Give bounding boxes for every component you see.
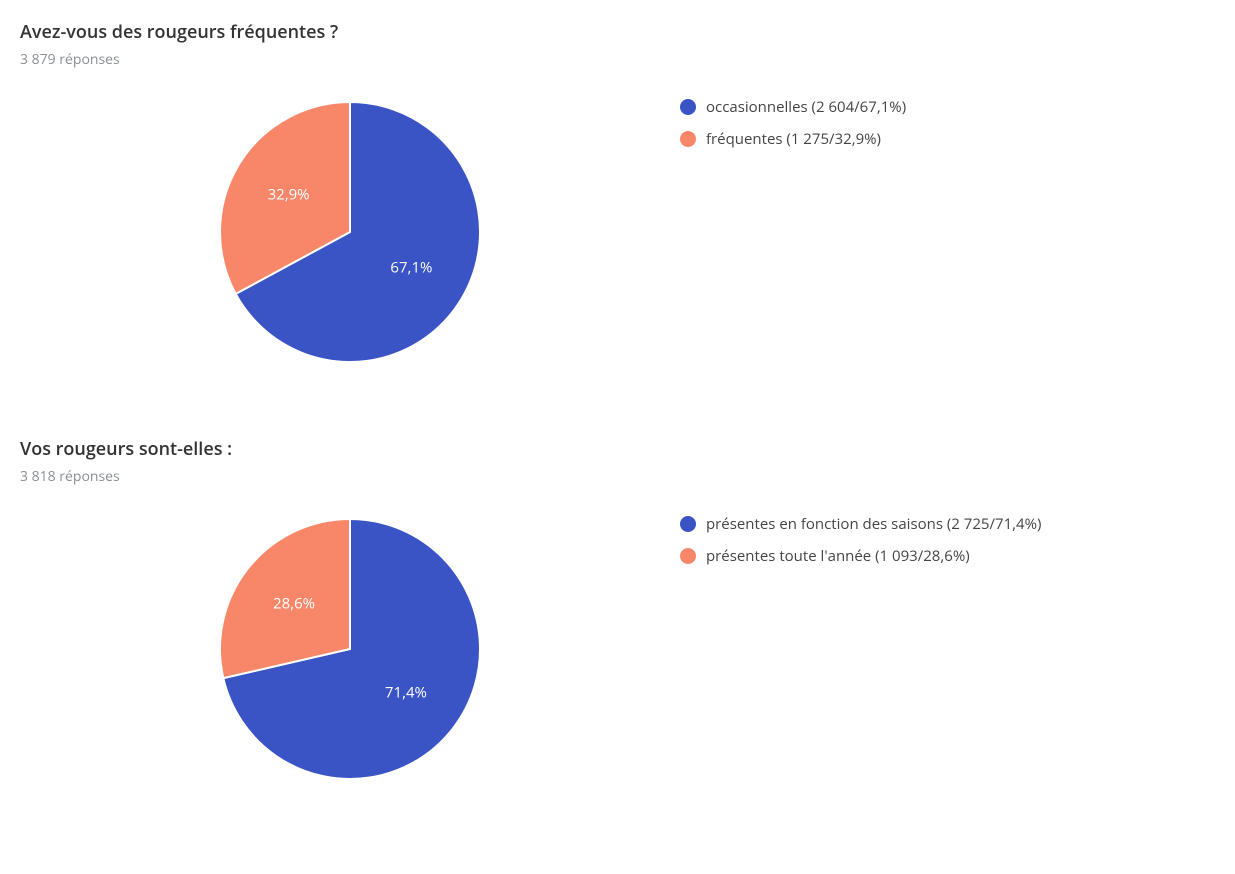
- legend-swatch: [680, 99, 696, 115]
- pie-slice-label: 32,9%: [268, 184, 310, 204]
- legend-swatch: [680, 131, 696, 147]
- chart-row: 71,4% 28,6% présentes en fonction des sais…: [20, 504, 1215, 794]
- legend-label: présentes en fonction des saisons (2 725…: [706, 514, 1041, 534]
- pie-slice-label: 28,6%: [273, 593, 315, 613]
- legend-label: fréquentes (1 275/32,9%): [706, 129, 881, 149]
- question-title: Avez-vous des rougeurs fréquentes ?: [20, 20, 1215, 44]
- response-count: 3 879 réponses: [20, 50, 1215, 69]
- legend: présentes en fonction des saisons (2 725…: [680, 504, 1041, 578]
- legend-item: présentes en fonction des saisons (2 725…: [680, 514, 1041, 534]
- question-block: Vos rougeurs sont-elles : 3 818 réponses 7…: [20, 437, 1215, 794]
- pie-chart: 71,4% 28,6%: [20, 504, 680, 794]
- legend-label: occasionnelles (2 604/67,1%): [706, 97, 906, 117]
- legend-swatch: [680, 548, 696, 564]
- legend-item: occasionnelles (2 604/67,1%): [680, 97, 906, 117]
- chart-row: 67,1% 32,9% occasionnelles (2 604/67,1%) fr…: [20, 87, 1215, 377]
- legend: occasionnelles (2 604/67,1%) fréquentes (…: [680, 87, 906, 161]
- pie-chart: 67,1% 32,9%: [20, 87, 680, 377]
- response-count: 3 818 réponses: [20, 467, 1215, 486]
- legend-label: présentes toute l'année (1 093/28,6%): [706, 546, 970, 566]
- question-block: Avez-vous des rougeurs fréquentes ? 3 879…: [20, 20, 1215, 377]
- legend-swatch: [680, 516, 696, 532]
- question-title: Vos rougeurs sont-elles :: [20, 437, 1215, 461]
- pie-slice-label: 67,1%: [390, 258, 432, 278]
- legend-item: fréquentes (1 275/32,9%): [680, 129, 906, 149]
- pie-slice-label: 71,4%: [385, 683, 427, 703]
- legend-item: présentes toute l'année (1 093/28,6%): [680, 546, 1041, 566]
